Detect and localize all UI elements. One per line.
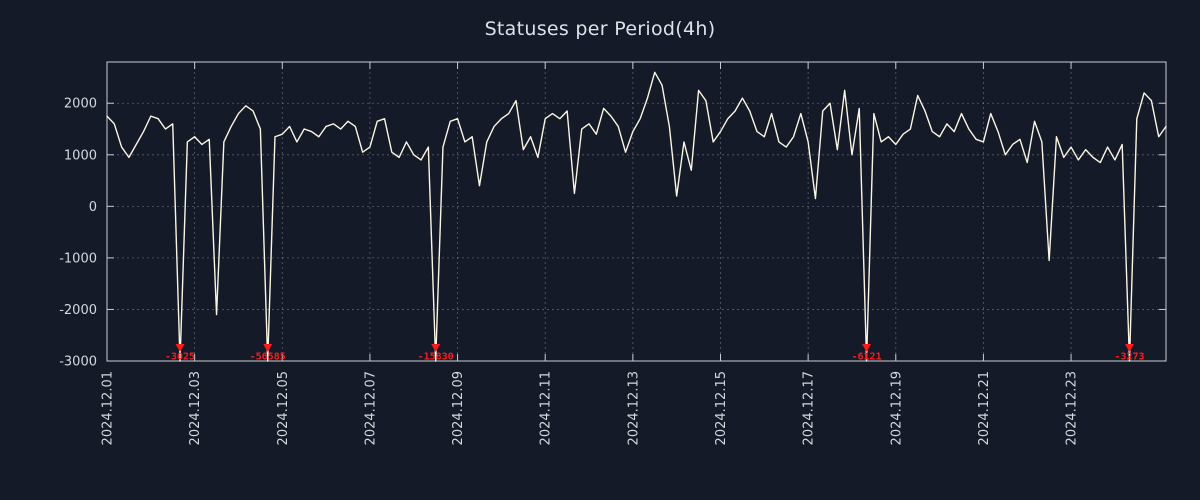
x-tick-label: 2024.12.13 [626,371,641,445]
minimum-marker-icon [263,344,273,352]
minimum-value-label: -15830 [418,352,454,363]
x-tick-label: 2024.12.15 [714,371,729,445]
y-tick-label: -2000 [59,303,97,318]
x-tick-label: 2024.12.07 [363,371,378,445]
x-tick-label: 2024.12.09 [451,371,466,445]
y-tick-label: -3000 [59,355,97,370]
x-tick-label: 2024.12.19 [889,371,904,445]
y-tick-label: -1000 [59,251,97,266]
y-tick-label: 2000 [64,97,97,112]
x-tick-label: 2024.12.11 [539,371,554,445]
minimum-marker-icon [175,344,185,352]
y-tick-label: 0 [89,200,97,215]
minimum-value-label: -56585 [250,352,286,363]
minimum-marker-icon [431,344,441,352]
x-tick-label: 2024.12.05 [276,371,291,445]
minimum-value-label: -6121 [852,352,882,363]
x-tick-label: 2024.12.03 [188,371,203,445]
minimum-value-label: -3273 [1114,352,1144,363]
minimum-value-label: -3025 [165,352,195,363]
x-tick-label: 2024.12.01 [101,371,116,445]
minimum-marker-icon [1124,344,1134,352]
chart-title: Statuses per Period(4h) [484,18,716,40]
x-tick-label: 2024.12.21 [977,371,992,445]
y-tick-label: 1000 [64,148,97,163]
statuses-line-series [106,71,1167,362]
x-tick-label: 2024.12.17 [802,371,817,445]
x-tick-label: 2024.12.23 [1065,371,1080,445]
minimum-marker-icon [862,344,872,352]
